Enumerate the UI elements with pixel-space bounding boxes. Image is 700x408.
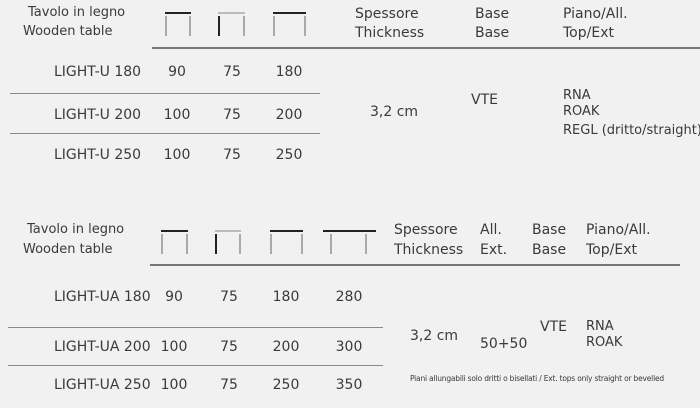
cell: 200	[272, 339, 300, 355]
cell: 300	[335, 339, 363, 355]
base-value: VTE	[540, 319, 567, 335]
cell: 75	[223, 107, 241, 123]
table-length-icon	[161, 230, 188, 256]
model-name: LIGHT-U 200	[54, 107, 142, 123]
cell: 75	[220, 339, 238, 355]
thickness-value: 3,2 cm	[370, 104, 419, 120]
row-divider	[10, 93, 320, 94]
cell: 250	[275, 147, 303, 163]
cell: 75	[220, 377, 238, 393]
model-name: LIGHT-UA 180	[54, 289, 151, 305]
cell: 75	[220, 289, 238, 305]
cell: 350	[335, 377, 363, 393]
footnote: Piani allungabili solo dritti o bisellat…	[410, 374, 664, 383]
row-divider	[10, 133, 320, 134]
table-length-icon	[165, 12, 191, 38]
header-base-it: Base	[532, 222, 567, 238]
title-en: Wooden table	[23, 242, 113, 257]
model-name: LIGHT-UA 250	[54, 377, 151, 393]
header-ext-en: Ext.	[480, 242, 508, 258]
header-thickness-it: Spessore	[394, 222, 458, 238]
top-option: RNA	[586, 319, 614, 334]
cell: 100	[160, 377, 188, 393]
table-height-icon	[218, 12, 245, 38]
cell: 90	[168, 64, 186, 80]
title-it: Tavolo in legno	[28, 5, 126, 20]
base-value: VTE	[471, 92, 498, 108]
model-name: LIGHT-U 180	[54, 64, 142, 80]
header-divider	[152, 47, 700, 49]
title-it: Tavolo in legno	[27, 222, 125, 237]
header-thickness-en: Thickness	[355, 25, 425, 41]
header-top-en: Top/Ext	[586, 242, 637, 258]
cell: 280	[335, 289, 363, 305]
row-divider	[8, 365, 383, 366]
cell: 180	[275, 64, 303, 80]
cell: 250	[272, 377, 300, 393]
row-divider	[8, 327, 383, 328]
header-top-it: Piano/All.	[586, 222, 651, 238]
header-top-en: Top/Ext	[563, 25, 614, 41]
thickness-value: 3,2 cm	[410, 328, 459, 344]
top-option: ROAK	[586, 335, 623, 350]
top-option: RNA	[563, 88, 591, 103]
table-width-icon	[270, 230, 303, 256]
cell: 75	[223, 64, 241, 80]
cell: 200	[275, 107, 303, 123]
cell: 100	[160, 339, 188, 355]
cell: 100	[163, 107, 191, 123]
extension-value: 50+50	[480, 336, 528, 352]
cell: 100	[163, 147, 191, 163]
header-ext-it: All.	[480, 222, 502, 238]
top-option: ROAK	[563, 104, 600, 119]
table-height-icon	[215, 230, 241, 256]
extended-width-icon	[323, 230, 376, 256]
model-name: LIGHT-U 250	[54, 147, 142, 163]
title-en: Wooden table	[23, 24, 113, 39]
header-base-it: Base	[475, 6, 510, 22]
header-base-en: Base	[475, 25, 510, 41]
header-thickness-en: Thickness	[394, 242, 464, 258]
header-top-it: Piano/All.	[563, 6, 628, 22]
cell: 180	[272, 289, 300, 305]
cell: 90	[165, 289, 183, 305]
header-divider	[150, 264, 680, 266]
header-thickness-it: Spessore	[355, 6, 419, 22]
top-option: REGL (dritto/straight)	[563, 123, 700, 138]
table-width-icon	[273, 12, 306, 38]
model-name: LIGHT-UA 200	[54, 339, 151, 355]
cell: 75	[223, 147, 241, 163]
header-base-en: Base	[532, 242, 567, 258]
